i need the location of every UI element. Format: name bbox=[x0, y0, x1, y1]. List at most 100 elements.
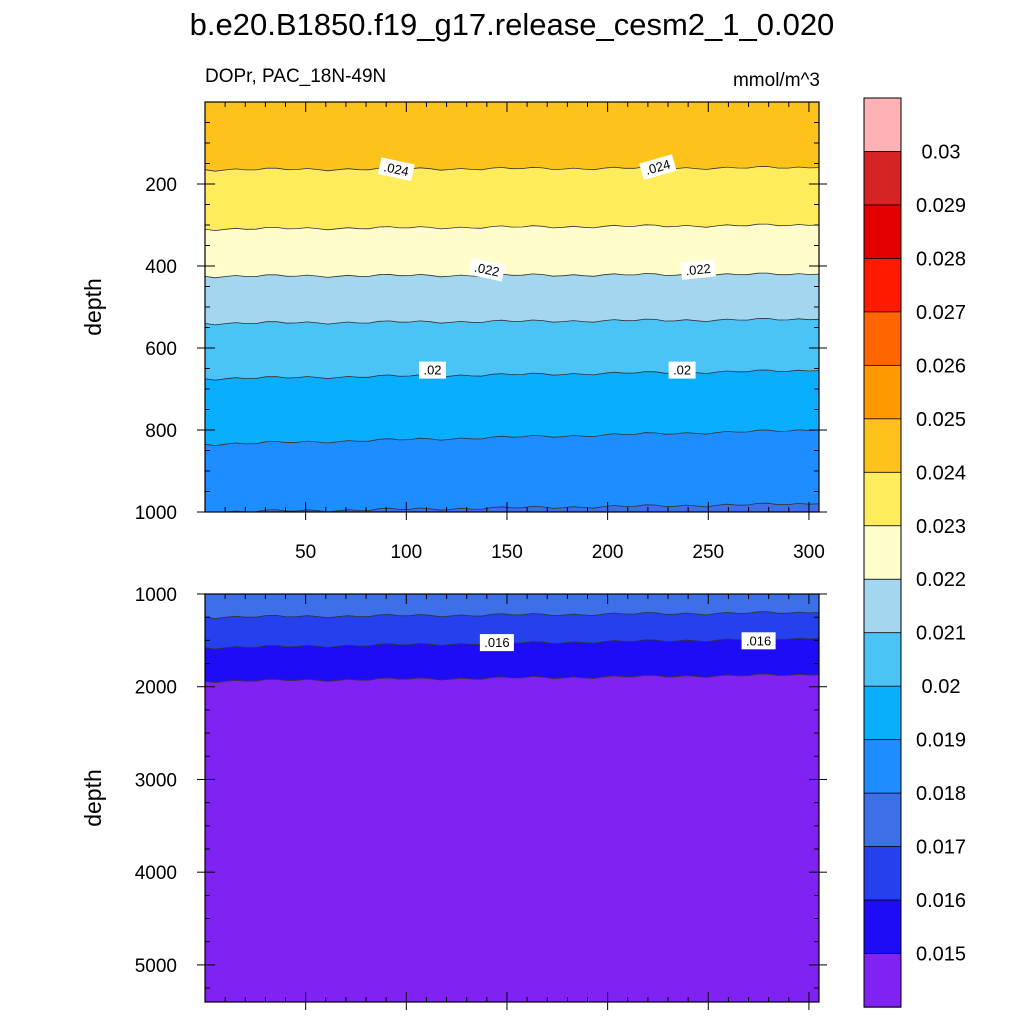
colorbar-swatch-10 bbox=[863, 632, 902, 687]
colorbar-label-9: 0.021 bbox=[916, 623, 966, 645]
top-x-tick-label-3: 200 bbox=[592, 542, 624, 563]
top-band-1 bbox=[204, 166, 820, 231]
top-contour-label-bg-5 bbox=[668, 361, 696, 379]
top-y-tick-label-1: 400 bbox=[145, 257, 177, 278]
colorbar-swatch-12 bbox=[863, 739, 902, 794]
colorbar-label-4: 0.026 bbox=[916, 355, 966, 377]
top-contour-label-text-4: .02 bbox=[423, 363, 441, 378]
colorbar-swatch-16 bbox=[863, 953, 902, 1008]
top-contour-line-1 bbox=[204, 223, 820, 232]
top-contour-fill bbox=[204, 101, 820, 513]
colorbar-label-11: 0.019 bbox=[916, 730, 966, 752]
colorbar-label-1: 0.029 bbox=[916, 195, 966, 217]
colorbar: 0.03 0.029 0.028 0.027 0.026 0.025 0.024 0.023 0… bbox=[863, 97, 966, 1008]
top-contour-label-bg-4 bbox=[419, 361, 446, 379]
top-x-tick-label-0: 50 bbox=[295, 542, 316, 563]
top-contour-label-bg-1 bbox=[639, 154, 677, 180]
top-contour-lines bbox=[204, 166, 820, 513]
top-contour-line-0 bbox=[204, 166, 820, 172]
colorbar-swatch-3 bbox=[863, 258, 902, 313]
bottom-axis-ticks: 1000 2000 3000 4000 5000 bbox=[135, 585, 827, 1010]
bottom-band-3 bbox=[204, 673, 820, 1003]
top-contour-label-text-5: .02 bbox=[673, 363, 691, 378]
colorbar-label-14: 0.016 bbox=[916, 890, 966, 912]
top-band-3 bbox=[204, 272, 820, 326]
top-band-0 bbox=[204, 101, 820, 172]
colorbar-label-3: 0.027 bbox=[916, 302, 966, 324]
colorbar-swatch-13 bbox=[863, 792, 902, 848]
colorbar-swatch-1 bbox=[863, 151, 902, 206]
top-contour-label-bg-3 bbox=[680, 259, 716, 280]
top-contour-label-text-0: .024 bbox=[382, 159, 410, 179]
bottom-y-axis-label: depth bbox=[80, 769, 106, 827]
top-contour-label-bg-0 bbox=[377, 157, 415, 182]
top-x-tick-label-5: 300 bbox=[793, 542, 825, 563]
top-band-2 bbox=[204, 223, 820, 279]
top-contour-line-4 bbox=[204, 369, 820, 381]
colorbar-label-6: 0.024 bbox=[916, 462, 966, 484]
colorbar-label-13: 0.017 bbox=[916, 837, 966, 859]
bottom-plot-frame bbox=[204, 593, 820, 1003]
subtitle-right: mmol/m^3 bbox=[733, 70, 820, 91]
top-axis-ticks: 50 100 150 200 250 300 200 400 600 800 1000 bbox=[135, 102, 827, 563]
colorbar-frame bbox=[863, 97, 902, 1008]
bottom-contour-label-0: .016 bbox=[479, 634, 514, 652]
top-x-tick-label-2: 150 bbox=[491, 542, 523, 563]
colorbar-label-7: 0.023 bbox=[916, 516, 966, 538]
top-panel: .024 .024 .022 .022 .02 .02 50 100 150 200 250 300… bbox=[80, 101, 827, 563]
bottom-contour-label-bg-0 bbox=[479, 634, 514, 652]
top-contour-label-text-2: .022 bbox=[473, 260, 501, 280]
bottom-y-tick-label-4: 5000 bbox=[135, 956, 177, 977]
colorbar-label-5: 0.025 bbox=[916, 409, 966, 431]
top-x-tick-label-4: 250 bbox=[692, 542, 724, 563]
top-contour-label-3: .022 bbox=[680, 259, 716, 280]
bottom-contour-line-0 bbox=[204, 611, 820, 620]
colorbar-swatch-6 bbox=[863, 418, 902, 473]
colorbar-label-10: 0.02 bbox=[922, 676, 961, 698]
colorbar-label-12: 0.018 bbox=[916, 783, 966, 805]
top-contour-line-2 bbox=[204, 272, 820, 279]
bottom-y-tick-label-1: 2000 bbox=[135, 678, 177, 699]
top-contour-label-2: .022 bbox=[468, 257, 506, 282]
bottom-contour-label-1: .016 bbox=[741, 632, 776, 650]
bottom-y-tick-label-3: 4000 bbox=[135, 863, 177, 884]
bottom-y-tick-label-2: 3000 bbox=[135, 770, 177, 791]
subtitle-left: DOPr, PAC_18N-49N bbox=[205, 66, 386, 87]
top-y-axis-label: depth bbox=[80, 278, 106, 336]
colorbar-swatch-2 bbox=[863, 204, 902, 260]
colorbar-label-15: 0.015 bbox=[916, 944, 966, 966]
colorbar-swatch-15 bbox=[863, 899, 902, 955]
colorbar-swatch-8 bbox=[863, 525, 902, 580]
top-contour-label-text-1: .024 bbox=[644, 156, 672, 177]
bottom-contour-line-2 bbox=[204, 673, 820, 684]
top-contour-label-4: .02 bbox=[419, 361, 446, 379]
top-x-tick-label-1: 100 bbox=[390, 542, 422, 563]
colorbar-label-0: 0.03 bbox=[922, 141, 961, 163]
top-y-tick-label-2: 600 bbox=[145, 339, 177, 360]
colorbar-swatch-7 bbox=[863, 471, 902, 527]
bottom-contour-label-bg-1 bbox=[741, 632, 776, 650]
bottom-contour-label-text-0: .016 bbox=[484, 635, 509, 650]
bottom-panel: .016 .016 1000 2000 3000 4000 5000 depth bbox=[80, 585, 827, 1010]
colorbar-label-2: 0.028 bbox=[916, 248, 966, 270]
colorbar-swatch-5 bbox=[863, 364, 902, 420]
top-contour-line-6 bbox=[205, 502, 820, 513]
top-contour-line-5 bbox=[204, 429, 820, 447]
colorbar-swatch-4 bbox=[863, 311, 902, 367]
chart-title: b.e20.B1850.f19_g17.release_cesm2_1_0.02… bbox=[190, 7, 835, 42]
top-contour-label-bg-2 bbox=[468, 257, 506, 282]
bottom-contour-labels: .016 .016 bbox=[479, 632, 776, 652]
top-contour-line-3 bbox=[204, 317, 820, 326]
top-contour-label-0: .024 bbox=[377, 157, 415, 182]
colorbar-swatch-0 bbox=[863, 97, 902, 153]
top-contour-label-1: .024 bbox=[639, 154, 677, 180]
top-contour-labels: .024 .024 .022 .022 .02 .02 bbox=[377, 154, 716, 379]
top-y-tick-label-3: 800 bbox=[145, 421, 177, 442]
colorbar-swatch-9 bbox=[863, 578, 902, 634]
colorbar-label-8: 0.022 bbox=[916, 569, 966, 591]
bottom-contour-label-text-1: .016 bbox=[746, 633, 771, 648]
bottom-contour-fill bbox=[204, 593, 820, 1003]
top-contour-label-text-3: .022 bbox=[685, 261, 712, 279]
bottom-y-tick-label-0: 1000 bbox=[135, 585, 177, 606]
